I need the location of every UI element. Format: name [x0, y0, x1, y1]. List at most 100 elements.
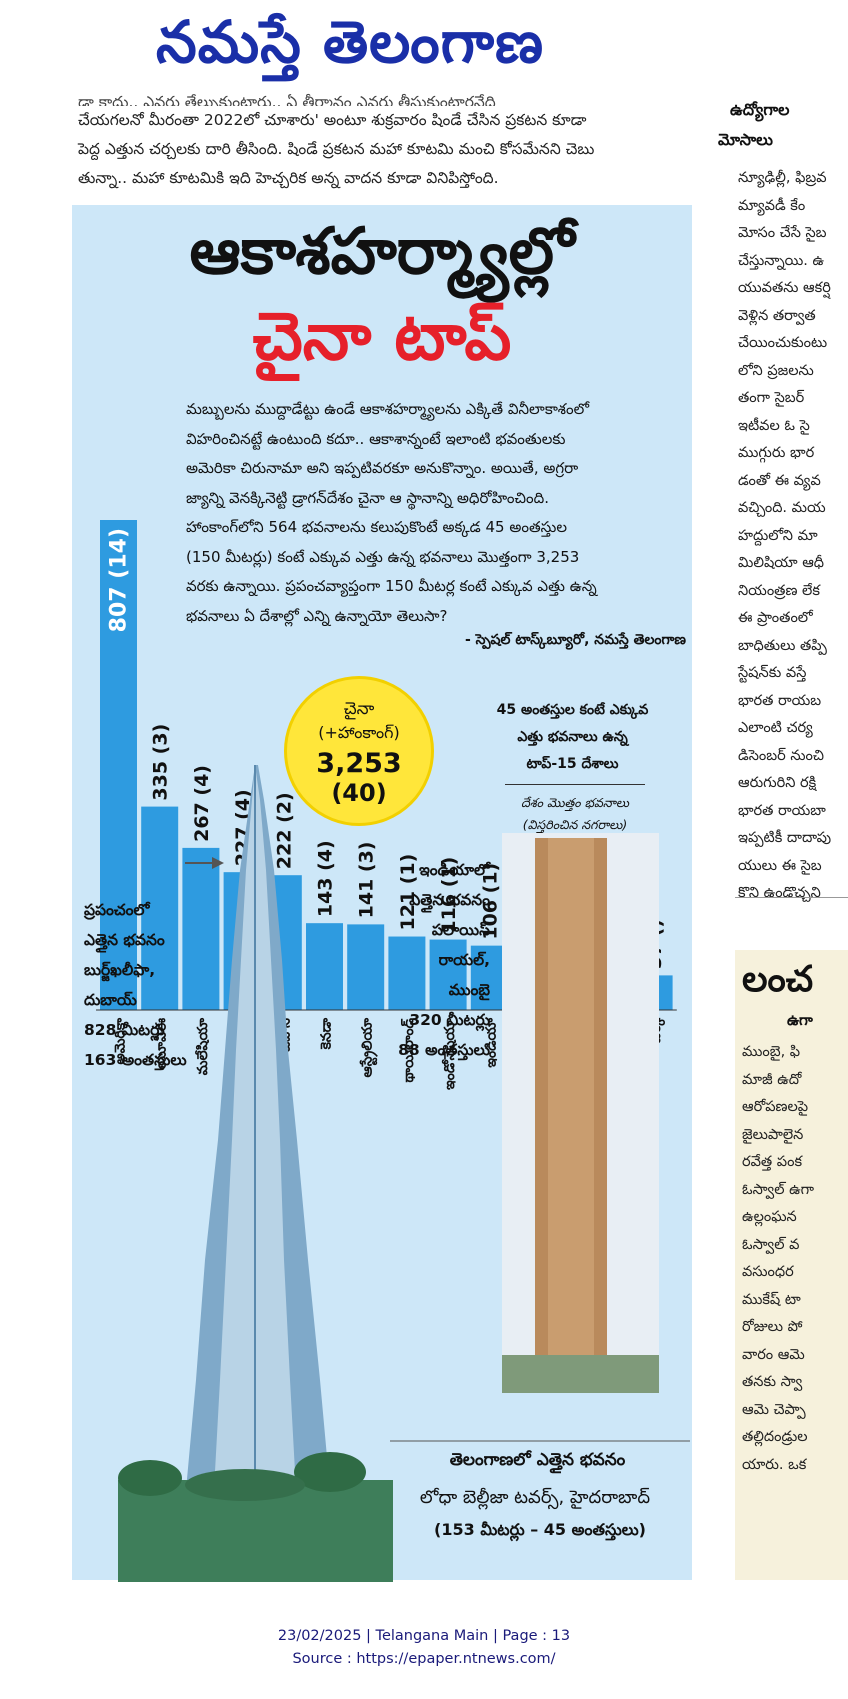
world-tallest-line: ఎత్తైన భవనం: [84, 931, 165, 949]
bar: [347, 924, 385, 1010]
intro-line: హాంకాంగ్‌లోని 564 భవనాలను కలుపుకొంటే అక్…: [186, 518, 567, 536]
china-highlight-badge: చైనా (+హాంకాంగ్) 3,253 (40): [284, 676, 434, 826]
right-box-line: ముకేష్ టా: [742, 1291, 801, 1308]
intro-line: జ్యాన్ని వెనక్కినెట్టి డ్రాగన్‌దేశం చైనా…: [186, 488, 549, 507]
right-box-headline: లంచ: [742, 959, 814, 1000]
right-article-line: కొని ఉండొచ్చని: [738, 885, 821, 901]
right-article-line: లోని ప్రజలను: [738, 362, 814, 379]
world-tallest-line: దుబాయ్: [84, 991, 137, 1009]
bar: [429, 939, 467, 1010]
bar-value-label: 116 (1): [438, 857, 460, 934]
telangana-tallest-stats: (153 మీటర్లు – 45 అంతస్తులు): [434, 1520, 646, 1539]
category-label: ఇండోనేషియా: [441, 1018, 458, 1090]
right-box-line: తనకు స్వా: [742, 1374, 803, 1390]
category-label: థాయిలాండ్: [400, 1017, 417, 1082]
right-article-line: భారత రాయబా: [738, 802, 826, 819]
india-tallest-line: పలాయిస్ రాయల్,: [431, 921, 490, 969]
bar: [388, 936, 426, 1010]
right-box-line: ఓస్వాల్ వ: [742, 1236, 800, 1253]
china-name: చైనా: [343, 699, 375, 719]
bar: [141, 806, 179, 1010]
bar: [306, 923, 343, 1010]
lead-line: తున్నా.. మహా కూటమికి ఇది హెచ్చరిక అన్న వ…: [78, 169, 499, 187]
right-article-line: యువతను ఆకర్షి: [738, 280, 831, 296]
india-tallest-line: ఎత్తైన భవనం: [409, 891, 490, 909]
bar-value-label: 141 (3): [356, 842, 378, 919]
legend-note-line: దేశం మొత్తం భవనాలు: [520, 795, 630, 810]
bar-value-label: 807 (14): [107, 528, 132, 632]
right-box-article: లంచ ఉగా ముంబై, ఫి మాజీ ఉదో ఆరోపణలపై జైలు…: [742, 955, 848, 1580]
category-label: ఆస్ట్రేలియా: [360, 1018, 379, 1078]
right-box-line: ఓస్వాల్ ఉగా: [742, 1181, 815, 1198]
right-article-line: ఇటీవల ఓ సై: [738, 417, 810, 434]
chart-legend-note: దేశం మొత్తం భవనాలు (విస్తరించిన నగరాలు): [470, 792, 680, 836]
bar-value-label: 222 (2): [273, 792, 295, 869]
right-box-line: యారు. ఒక: [742, 1456, 807, 1473]
right-box-subhead: ఉగా: [787, 1011, 813, 1029]
headline-line-2: చైనా టాప్: [252, 298, 512, 375]
lead-line: చేయగలనో మీరంతా 2022లో చూశారు' అంటూ శుక్ర…: [78, 111, 587, 129]
right-article-line: ముగ్గురు భార: [738, 445, 815, 461]
bar-value-label: 335 (3): [150, 724, 172, 801]
world-tallest-text: ప్రపంచంలో ఎత్తైన భవనం బుర్జ్‌ఖలీఫా, దుబా…: [84, 895, 294, 1075]
intro-text: మబ్బులను ముద్దాడేట్టు ఉండే ఆకాశహర్మ్యాలన…: [186, 395, 686, 631]
right-box-line: రోజులు పో: [742, 1319, 803, 1335]
india-tallest-line: 320 మీటర్లు: [409, 1011, 490, 1029]
telangana-tallest-building: లోధా బెల్లీజా టవర్స్, హైదరాబాద్: [419, 1487, 651, 1508]
right-box-line: జైలుపాలైన: [742, 1126, 804, 1143]
legend-note-line: (విస్తరించిన నగరాలు): [522, 817, 628, 832]
china-value: 3,253: [316, 748, 402, 779]
intro-line: అమెరికా చిరునామా అని ఇప్పటివరకూ అనుకొన్న…: [186, 459, 579, 477]
world-tallest-line: బుర్జ్‌ఖలీఫా,: [84, 961, 156, 979]
intro-line: (150 మీటర్లు) కంటే ఎక్కువ ఎత్తు ఉన్న భవన…: [186, 547, 580, 566]
bar-value-label: 106 (1): [479, 863, 501, 940]
right-article-line: వచ్చింది. మయ: [738, 500, 826, 516]
china-cities: (40): [331, 779, 387, 807]
intro-line: భవనాలు ఏ దేశాల్లో ఎన్ని ఉన్నాయో తెలుసా?: [186, 606, 448, 625]
bar-value-label: 143 (4): [315, 840, 337, 917]
legend-title-line: ఎత్తు భవనాలు ఉన్న: [517, 729, 628, 745]
right-article-line: భారత రాయబ: [738, 692, 822, 709]
masthead: నమస్తే తెలంగాణ: [0, 0, 848, 92]
right-box-line: ఆమె చెప్పా: [742, 1401, 806, 1418]
byline: - స్పెషల్ టాస్క్‌బ్యూరో, నమస్తే తెలంగాణ: [464, 632, 686, 648]
right-box-line: తల్లిదండ్రుల: [742, 1429, 808, 1445]
chart-legend-title: 45 అంతస్తుల కంటే ఎక్కువ ఎత్తు భవనాలు ఉన్…: [465, 697, 680, 778]
right-article-body: న్యూఢిల్లీ, ఫిబ్రవ మ్యావడీ కేం మోసం చేసే…: [718, 165, 848, 908]
right-article-line: ఎలాంటి చర్య: [738, 720, 813, 736]
right-article-line: హద్దులోని మా: [738, 527, 818, 544]
world-tallest-line: 163 అంతస్తులు: [84, 1051, 187, 1069]
right-box-article-bg: [735, 950, 848, 1580]
right-box-line: మాజీ ఉదో: [742, 1071, 802, 1088]
right-article-line: యులు ఈ సైబ: [738, 857, 822, 874]
china-sub: (+హాంకాంగ్): [318, 723, 400, 742]
bar-value-label: 267 (4): [191, 765, 213, 842]
right-article-line: బాధితులు తప్పి: [738, 637, 827, 654]
right-article-line: ఆరుగురిని రక్షి: [738, 775, 817, 791]
intro-line: విహరించినట్టే ఉంటుంది కదూ.. ఆకాశాన్నంటే …: [186, 429, 566, 448]
category-label: మలేషియా: [195, 1017, 211, 1075]
palais-royale-illustration: [502, 833, 659, 1393]
right-article-line: చేస్తున్నాయి. ఉ: [738, 252, 825, 269]
right-article-line: వెళ్లిన తర్వాత: [738, 307, 816, 324]
footer-source-line: Source : https://epaper.ntnews.com/: [292, 1651, 556, 1667]
legend-title-line: టాప్-15 దేశాలు: [526, 756, 619, 772]
india-tallest-text: ఇండియాలో ఎత్తైన భవనం పలాయిస్ రాయల్, ముంబ…: [390, 855, 490, 1065]
legend-title-line: 45 అంతస్తుల కంటే ఎక్కువ: [496, 702, 649, 718]
right-box-line: ఆరోపణలపై: [742, 1099, 809, 1115]
right-article-line: నియంత్రణ లేక: [738, 582, 820, 599]
bar: [182, 847, 220, 1010]
right-box-line: ముంబై, ఫి: [742, 1044, 801, 1060]
column-divider: [735, 897, 848, 898]
india-tallest-line: ఇండియాలో: [419, 861, 490, 879]
right-article-line: ఇప్పటికీ దాదాపు: [738, 830, 832, 846]
right-article-headline: మోసాలు: [718, 130, 773, 149]
right-article-line: స్టేషన్‌కు వస్తే: [738, 665, 807, 681]
world-tallest-line: 828 మీటర్లు: [84, 1021, 165, 1039]
right-article-line: డిసెంబర్ నుంచి: [738, 747, 824, 764]
bar-value-label: 121 (1): [397, 854, 419, 931]
right-box-line: ఉల్లంఘన: [742, 1209, 797, 1225]
burj-khalifa-illustration: [118, 765, 393, 1582]
page-footer: 23/02/2025 | Telangana Main | Page : 13 …: [0, 1625, 848, 1671]
